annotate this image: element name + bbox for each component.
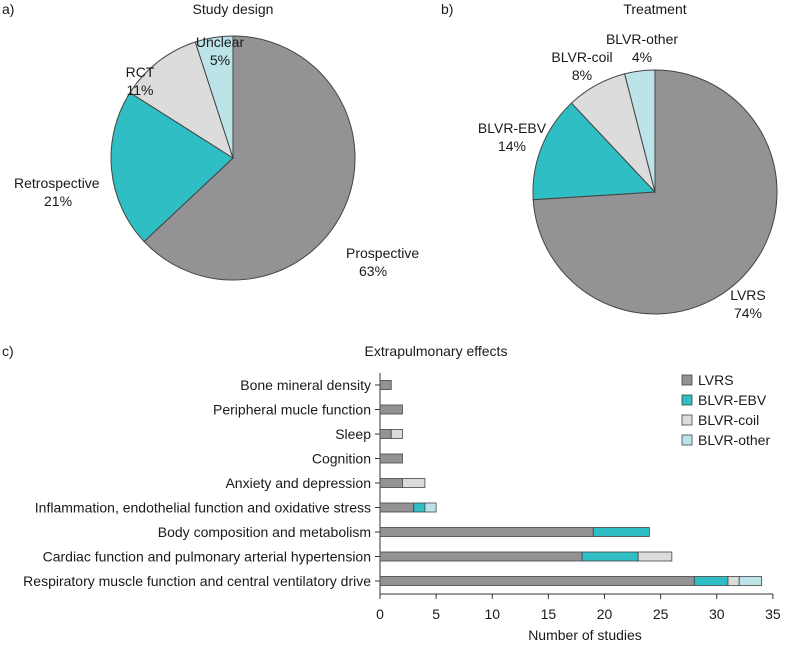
bar-blvr-coil-respiratory-muscle-function-and-central-ventilatory-drive xyxy=(727,576,740,586)
category-label-peripheral-mucle-function: Peripheral mucle function xyxy=(213,402,371,418)
pie-label-lvrs: LVRS xyxy=(730,287,766,303)
bar-lvrs-sleep xyxy=(379,429,392,439)
bar-blvr-ebv-cardiac-function-and-pulmonary-arterial-hypertension xyxy=(581,551,639,562)
bar-blvr-ebv-inflammation-endothelial-function-and-oxidative-stress xyxy=(413,502,426,513)
bar-blvr-coil-sleep xyxy=(390,429,403,439)
pie-label-blvr-other: BLVR-other xyxy=(606,31,678,47)
bar-lvrs-cardiac-function-and-pulmonary-arterial-hypertension xyxy=(379,551,583,562)
pie-slice-rct xyxy=(129,41,234,160)
pie-label-blvr-ebv: BLVR-EBV xyxy=(478,120,547,136)
legend-swatch-blvr-ebv xyxy=(681,394,693,406)
category-label-bone-mineral-density: Bone mineral density xyxy=(240,377,371,393)
bar-blvr-other-respiratory-muscle-function-and-central-ventilatory-drive xyxy=(738,576,763,586)
category-label-inflammation-endothelial-function-and-oxidative-stress: Inflammation, endothelial function and o… xyxy=(35,500,371,516)
pie-value-unclear: 5% xyxy=(210,52,230,68)
x-tick-label-25: 25 xyxy=(653,606,669,622)
x-tick-label-35: 35 xyxy=(765,606,781,622)
bar-blvr-ebv-body-composition-and-metabolism xyxy=(592,527,650,537)
category-label-anxiety-and-depression: Anxiety and depression xyxy=(225,475,371,491)
panel-b-label: b) xyxy=(441,1,453,17)
bar-lvrs-anxiety-and-depression xyxy=(379,478,403,488)
pie-slice-unclear xyxy=(194,35,234,159)
bar-blvr-coil-anxiety-and-depression xyxy=(402,478,426,488)
bar-lvrs-peripheral-mucle-function xyxy=(379,404,403,415)
pie-label-rct: RCT xyxy=(126,64,155,80)
pie-chart-treatment: LVRS 74% BLVR-EBV 14% BLVR-coil 8% BLVR-other 4… xyxy=(478,31,778,321)
x-tick-label-5: 5 xyxy=(432,606,440,622)
pie-label-retrospective: Retrospective xyxy=(14,175,100,191)
pie-value-prospective: 63% xyxy=(359,263,387,279)
legend-label-blvr-coil: BLVR-coil xyxy=(698,412,759,428)
pie-label-blvr-coil: BLVR-coil xyxy=(551,49,612,65)
bar-lvrs-respiratory-muscle-function-and-central-ventilatory-drive xyxy=(379,576,695,586)
bar-lvrs-inflammation-endothelial-function-and-oxidative-stress xyxy=(379,502,415,513)
pie-label-prospective: Prospective xyxy=(346,245,419,261)
pie-value-blvr-other: 4% xyxy=(632,49,652,65)
pie-b-title: Treatment xyxy=(623,1,686,17)
legend-label-lvrs: LVRS xyxy=(698,372,734,388)
pie-a-title: Study design xyxy=(193,1,274,17)
bar-blvr-ebv-respiratory-muscle-function-and-central-ventilatory-drive xyxy=(693,576,729,586)
pie-label-unclear: Unclear xyxy=(196,34,245,50)
bar-chart-extrapulmonary-effects: 0 5 10 15 20 25 30 35 Bone mineral density Periph… xyxy=(23,373,781,622)
pie-slice-prospective xyxy=(143,35,356,281)
legend-label-blvr-ebv: BLVR-EBV xyxy=(698,392,767,408)
pie-chart-study-design: Prospective 63% Retrospective 21% RCT 11% Uncl… xyxy=(14,34,419,281)
bar-lvrs-cognition xyxy=(379,453,403,464)
bar-lvrs-bone-mineral-density xyxy=(379,380,392,390)
pie-slice-retrospective xyxy=(110,91,234,243)
pie-slice-blvr-ebv xyxy=(532,102,657,201)
category-label-sleep: Sleep xyxy=(335,426,371,442)
legend-label-blvr-other: BLVR-other xyxy=(698,432,770,448)
x-tick-label-15: 15 xyxy=(541,606,557,622)
pie-value-lvrs: 74% xyxy=(734,305,762,321)
x-tick-label-0: 0 xyxy=(376,606,384,622)
panel-c-label: c) xyxy=(2,343,14,359)
bar-chart-title: Extrapulmonary effects xyxy=(365,343,508,359)
category-label-body-composition-and-metabolism: Body composition and metabolism xyxy=(158,524,371,540)
x-tick-label-30: 30 xyxy=(709,606,725,622)
bar-lvrs-body-composition-and-metabolism xyxy=(379,527,594,537)
x-axis-label: Number of studies xyxy=(528,627,642,643)
bar-blvr-coil-cardiac-function-and-pulmonary-arterial-hypertension xyxy=(637,551,673,562)
category-label-respiratory-muscle-function-and-central-ventilatory-drive: Respiratory muscle function and central … xyxy=(23,573,371,589)
panel-a-label: a) xyxy=(2,1,14,17)
legend-swatch-lvrs xyxy=(681,374,693,386)
x-tick-label-10: 10 xyxy=(484,606,500,622)
bar-blvr-other-inflammation-endothelial-function-and-oxidative-stress xyxy=(424,502,437,513)
legend-swatch-blvr-coil xyxy=(681,414,693,426)
legend-swatch-blvr-other xyxy=(681,434,693,446)
pie-value-blvr-ebv: 14% xyxy=(498,138,526,154)
pie-value-retrospective: 21% xyxy=(44,193,72,209)
pie-value-rct: 11% xyxy=(127,82,154,98)
x-tick-label-20: 20 xyxy=(597,606,613,622)
pie-slice-blvr-other xyxy=(624,69,656,193)
legend: LVRS BLVR-EBV BLVR-coil BLVR-other xyxy=(681,372,770,448)
category-label-cognition: Cognition xyxy=(312,451,371,467)
category-label-cardiac-function-and-pulmonary-arterial-hypertension: Cardiac function and pulmonary arterial … xyxy=(43,549,371,565)
pie-value-blvr-coil: 8% xyxy=(572,67,592,83)
